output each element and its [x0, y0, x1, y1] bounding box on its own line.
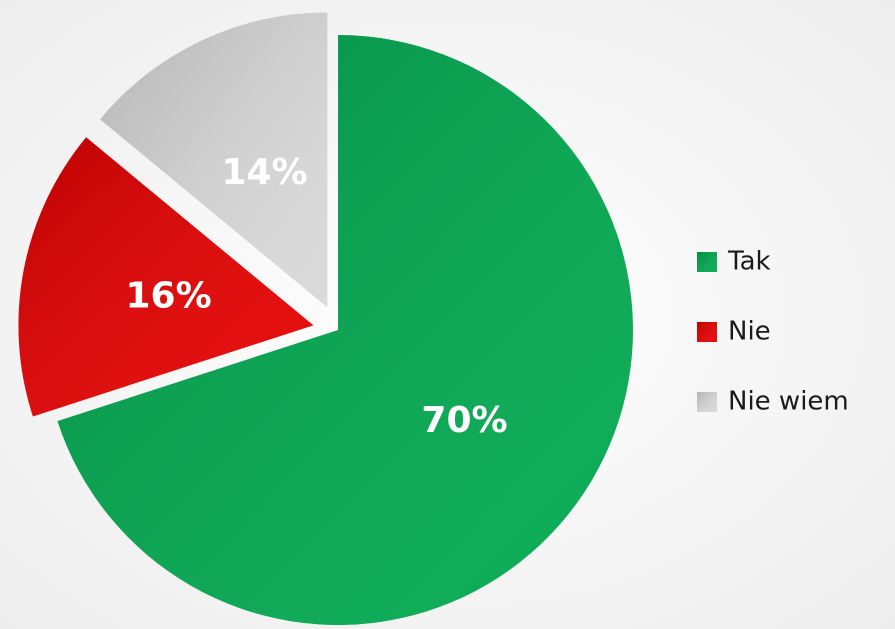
legend-swatch-shade: [697, 252, 717, 272]
legend-label: Tak: [727, 247, 771, 277]
slice-shade: [57, 35, 633, 625]
legend-label: Nie: [728, 317, 771, 347]
legend-swatch-shade: [697, 392, 717, 412]
legend-label: Nie wiem: [728, 387, 849, 417]
value-label: 70%: [421, 400, 507, 441]
slice-shade: [100, 12, 328, 308]
value-label: 16%: [125, 276, 211, 317]
value-label: 14%: [221, 152, 307, 193]
legend-swatch-shade: [697, 322, 717, 342]
slice-shade: [18, 137, 314, 417]
